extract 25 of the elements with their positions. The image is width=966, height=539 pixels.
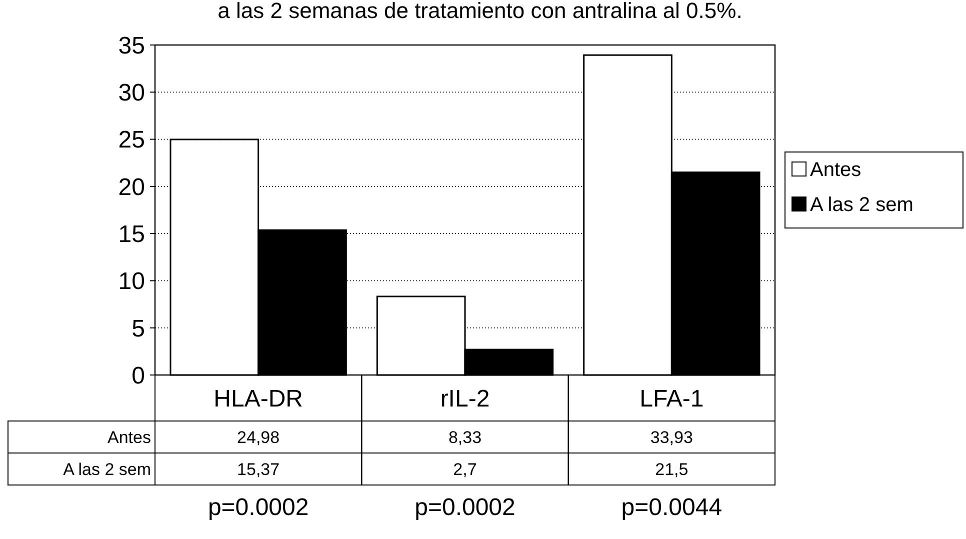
text: p=0.0044 — [621, 494, 722, 521]
y-tick-label: 25 — [118, 126, 145, 154]
y-tick-label: 10 — [118, 268, 145, 296]
data-label: 33,93 — [650, 428, 693, 447]
y-tick-label: 35 — [118, 32, 145, 60]
y-tick-label: 20 — [118, 174, 145, 201]
y-tick-label: 30 — [118, 80, 145, 107]
y-tick-label: 5 — [132, 315, 145, 342]
chart-title: a las 2 semanas de tratamiento con antralina al 0.5%. — [218, 0, 742, 23]
data-label: 21,5 — [655, 460, 688, 479]
y-tick-label: 15 — [118, 220, 145, 248]
x-tick-label: LFA-1 — [640, 385, 704, 412]
text: Antes — [108, 428, 151, 447]
y-tick-label: 0 — [132, 362, 145, 390]
text: p=0.0002 — [414, 494, 516, 521]
data-label: 24,98 — [237, 428, 280, 447]
legend-label: A las 2 sem — [810, 194, 914, 216]
data-label: 2,7 — [453, 460, 477, 479]
x-tick-label: HLA-DR — [214, 385, 304, 412]
text: p=0.0002 — [208, 494, 309, 521]
legend-label: Antes — [810, 159, 862, 181]
x-tick-label: rIL-2 — [440, 385, 490, 412]
data-label: 15,37 — [237, 460, 280, 479]
data-label: 8,33 — [448, 428, 482, 447]
text: A las 2 sem — [63, 460, 151, 479]
